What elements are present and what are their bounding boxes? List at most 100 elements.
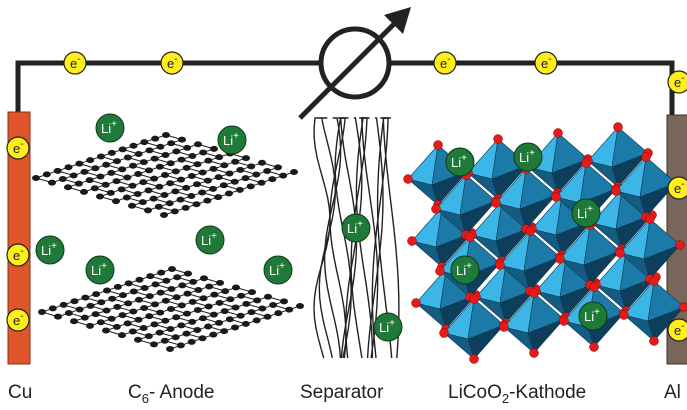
carbon-atom — [209, 311, 218, 318]
carbon-atom — [220, 162, 229, 169]
lithium-ion — [35, 235, 65, 265]
fibre — [318, 117, 337, 359]
carbon-atom — [69, 172, 78, 179]
oxygen-atom — [407, 236, 417, 246]
lithium-ion — [513, 142, 543, 172]
octahedron-face — [551, 158, 589, 194]
carbon-atom — [86, 157, 95, 164]
electron-symbol: e — [674, 181, 681, 196]
carbon-atom — [194, 287, 203, 294]
carbon-atom — [205, 283, 214, 290]
carbon-atom — [165, 200, 174, 207]
lithium-charge: + — [587, 204, 593, 215]
oxygen-atom — [619, 310, 629, 320]
carbon-atom — [101, 181, 110, 188]
carbon-atom — [64, 310, 73, 317]
carbon-atom — [280, 298, 288, 305]
carbon-atom — [230, 178, 239, 185]
lithium-symbol: Li — [519, 150, 529, 165]
electron-label: e- — [70, 54, 81, 71]
oxygen-atom — [439, 328, 449, 338]
octahedron-face — [431, 170, 469, 206]
oxygen-atom — [491, 198, 501, 208]
oxygen-atom — [529, 348, 539, 358]
carbon-atom — [128, 202, 136, 209]
carbon-atom — [134, 150, 143, 157]
octahedron-face — [439, 294, 477, 330]
lithium-label: Li+ — [269, 261, 285, 278]
carbon-atom — [204, 323, 213, 330]
carbon-atom — [81, 294, 90, 301]
lithium-charge: + — [461, 153, 467, 164]
carbon-atom — [246, 183, 255, 190]
lithium-charge: + — [279, 261, 285, 272]
electron-label: e- — [167, 54, 178, 71]
carbon-atom — [38, 309, 46, 315]
carbon-atom — [253, 297, 262, 304]
lithium-label: Li+ — [223, 131, 239, 148]
lithium-label: Li+ — [451, 153, 467, 170]
oxygen-atom — [495, 260, 505, 270]
carbon-atom — [156, 289, 165, 296]
electron-label: e- — [674, 179, 685, 196]
electron-charge: - — [77, 54, 80, 65]
carbon-atom — [178, 282, 187, 289]
carbon-atom — [86, 322, 94, 329]
carbon-atom — [151, 281, 160, 288]
carbon-atom — [160, 212, 168, 218]
carbon-atom — [106, 189, 115, 196]
electron-symbol: e — [13, 141, 20, 156]
lithium-symbol: Li — [347, 221, 357, 236]
octahedron-face — [467, 324, 505, 360]
carbon-atom — [189, 278, 198, 285]
carbon-atom — [139, 159, 148, 166]
carbon-atom — [182, 164, 191, 171]
carbon-atom — [252, 171, 261, 178]
carbon-atom — [181, 204, 190, 211]
electron-symbol: e — [70, 56, 77, 71]
oxygen-atom — [493, 134, 503, 144]
carbon-atom — [161, 317, 170, 324]
carbon-atom — [138, 199, 147, 206]
carbon-atom — [209, 331, 218, 338]
carbon-atom — [166, 160, 175, 167]
carbon-atom — [150, 341, 158, 348]
oxygen-atom — [553, 128, 563, 138]
carbon-atom — [167, 140, 176, 147]
carbon-atom — [112, 198, 120, 205]
carbon-atom — [97, 153, 105, 160]
electron-symbol: e — [674, 323, 681, 338]
carbon-atom — [135, 296, 143, 303]
carbon-atom — [107, 315, 116, 322]
lithium-label: Li+ — [91, 261, 107, 278]
carbon-atom — [75, 306, 84, 313]
carbon-atom — [134, 170, 143, 177]
carbon-atom — [113, 158, 121, 165]
carbon-atom — [123, 320, 132, 327]
carbon-atom — [128, 182, 137, 189]
anode-sub: 6 — [142, 391, 149, 406]
lithium-ion — [85, 255, 115, 285]
lithium-symbol: Li — [269, 263, 279, 278]
carbon-atom — [166, 346, 174, 352]
carbon-atom — [172, 148, 181, 155]
electron-charge: - — [20, 311, 23, 322]
lithium-ion — [195, 225, 225, 255]
carbon-atom — [220, 328, 229, 335]
carbon-atom — [32, 175, 40, 181]
carbon-atom — [204, 157, 213, 164]
carbon-atom — [118, 166, 127, 173]
carbon-atom — [215, 154, 224, 161]
anode-label: C6- Anode — [128, 382, 214, 406]
carbon-atom — [154, 203, 163, 210]
carbon-atom — [151, 301, 159, 308]
electron-symbol: e — [674, 75, 681, 90]
cu-electrode — [7, 111, 31, 365]
carbon-atom — [188, 318, 197, 325]
carbon-atom — [232, 284, 240, 291]
carbon-atom — [150, 155, 159, 162]
electron — [667, 176, 687, 200]
electron-symbol: e — [13, 313, 20, 328]
lithium-symbol: Li — [91, 263, 101, 278]
carbon-atom — [166, 326, 175, 332]
